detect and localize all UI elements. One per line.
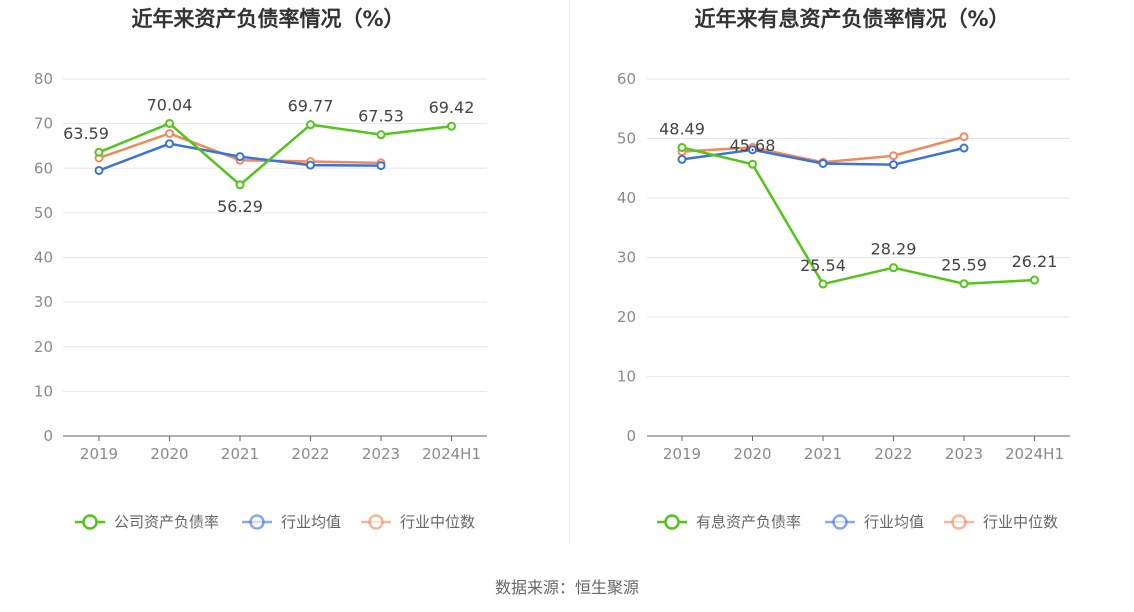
data-point — [959, 132, 969, 142]
data-point — [306, 120, 315, 130]
legend-swatch-marker — [664, 514, 680, 530]
y-tick-label: 0 — [626, 427, 636, 445]
legend-label: 行业均值 — [281, 513, 341, 531]
x-tick-label: 2020 — [150, 445, 188, 463]
y-tick-label: 0 — [43, 427, 53, 445]
data-point — [818, 279, 828, 289]
data-label: 28.29 — [871, 240, 917, 259]
data-point — [677, 154, 687, 164]
x-tick-label: 2022 — [874, 445, 912, 463]
legend-swatch-marker — [368, 514, 384, 530]
y-tick-label: 50 — [34, 204, 53, 222]
data-label: 45.68 — [730, 136, 776, 155]
data-point — [959, 143, 969, 153]
panel-divider — [569, 0, 570, 545]
series-line — [681, 146, 1035, 286]
legend-label: 有息资产负债率 — [696, 513, 801, 531]
data-point — [889, 160, 898, 170]
y-tick-label: 50 — [617, 130, 636, 148]
data-point — [376, 130, 386, 140]
x-tick-label: 2019 — [80, 445, 118, 463]
legend-item: 行业中位数 — [944, 513, 1058, 531]
data-point — [1030, 275, 1039, 285]
data-label: 48.49 — [659, 119, 705, 138]
y-tick-label: 10 — [34, 382, 53, 400]
data-point — [165, 118, 174, 128]
y-tick-label: 70 — [34, 115, 53, 133]
data-point — [94, 165, 104, 175]
data-point — [306, 160, 315, 170]
y-tick-label: 40 — [617, 189, 636, 207]
data-point — [376, 161, 386, 171]
x-tick-label: 2022 — [291, 445, 329, 463]
legend-swatch-marker — [249, 514, 265, 530]
y-tick-label: 10 — [617, 368, 636, 386]
x-tick-label: 2023 — [362, 445, 400, 463]
legend-item: 行业中位数 — [361, 513, 475, 531]
data-point — [959, 279, 969, 289]
y-tick-label: 30 — [34, 293, 53, 311]
data-point — [748, 145, 757, 155]
data-point — [748, 159, 757, 169]
data-source-note: 数据来源：恒生聚源 — [494, 578, 639, 597]
chart-title: 近年来资产负债率情况（%） — [131, 7, 404, 31]
data-label: 25.59 — [941, 256, 987, 275]
y-tick-label: 40 — [34, 249, 53, 267]
x-tick-label: 2023 — [945, 445, 983, 463]
legend-swatch-marker — [951, 514, 967, 530]
data-point — [165, 139, 174, 149]
x-tick-label: 2021 — [804, 445, 842, 463]
x-tick-label: 2020 — [733, 445, 771, 463]
data-point — [447, 121, 456, 131]
data-point — [677, 142, 687, 152]
y-tick-label: 60 — [34, 159, 53, 177]
x-tick-label: 2021 — [221, 445, 259, 463]
data-point — [235, 152, 245, 162]
legend-item: 有息资产负债率 — [657, 513, 801, 531]
chart-title: 近年来有息资产负债率情况（%） — [694, 7, 1009, 31]
x-tick-label: 2024H1 — [422, 445, 481, 463]
series-line — [98, 122, 452, 187]
data-label: 56.29 — [217, 197, 263, 216]
legend-label: 公司资产负债率 — [114, 513, 219, 531]
legend-label: 行业中位数 — [400, 513, 475, 531]
y-tick-label: 60 — [617, 70, 636, 88]
legend-swatch-marker — [832, 514, 848, 530]
data-point — [235, 180, 245, 190]
y-tick-label: 20 — [617, 308, 636, 326]
y-tick-label: 80 — [34, 70, 53, 88]
legend-item: 行业均值 — [242, 513, 341, 531]
data-label: 69.77 — [288, 97, 334, 116]
data-point — [889, 263, 898, 273]
data-label: 63.59 — [63, 124, 109, 143]
x-tick-label: 2019 — [663, 445, 701, 463]
data-point — [818, 158, 828, 168]
legend-label: 行业中位数 — [983, 513, 1058, 531]
y-tick-label: 20 — [34, 338, 53, 356]
interest-bearing-debt-ratio-chart: 近年来有息资产负债率情况（%） 0 10 20 30 40 50 60 2019 2020 2021… — [617, 7, 1070, 531]
legend-swatch-marker — [82, 514, 98, 530]
data-label: 67.53 — [358, 107, 404, 126]
data-point — [165, 128, 174, 138]
data-point — [94, 147, 104, 157]
legend-label: 行业均值 — [864, 513, 924, 531]
y-tick-label: 30 — [617, 249, 636, 267]
data-label: 26.21 — [1012, 252, 1058, 271]
x-tick-label: 2024H1 — [1005, 445, 1064, 463]
debt-ratio-chart: 近年来资产负债率情况（%） 0 10 20 30 40 50 60 70 80 2019 2020 20… — [34, 7, 487, 531]
legend-item: 公司资产负债率 — [75, 513, 219, 531]
data-label: 25.54 — [800, 256, 846, 275]
data-point — [889, 151, 898, 161]
legend-item: 行业均值 — [825, 513, 924, 531]
data-label: 70.04 — [147, 95, 193, 114]
data-label: 69.42 — [429, 98, 475, 117]
